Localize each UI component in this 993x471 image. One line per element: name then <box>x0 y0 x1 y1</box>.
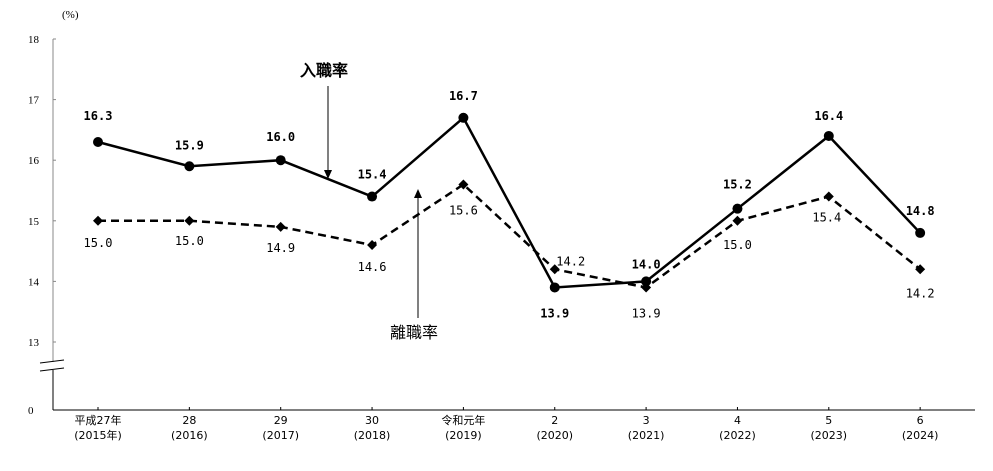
data-point-separation-rate <box>641 282 652 293</box>
x-tick-label: 29 <box>274 414 288 427</box>
data-point-entry-rate <box>641 276 652 287</box>
data-label: 15.4 <box>358 168 387 182</box>
data-label: 16.4 <box>814 109 843 123</box>
data-label: 14.0 <box>632 257 661 271</box>
data-label: 15.0 <box>175 234 204 248</box>
data-point-entry-rate <box>549 282 560 293</box>
data-point-entry-rate <box>915 227 926 238</box>
x-tick-label: 30 <box>365 414 379 427</box>
data-label: 15.2 <box>723 178 752 192</box>
data-label: 15.4 <box>812 211 841 225</box>
annotation-arrowhead-separation <box>414 189 422 198</box>
data-point-entry-rate <box>184 161 195 172</box>
x-tick-label: 6 <box>917 414 924 427</box>
x-tick-label: (2022) <box>719 429 756 442</box>
x-tick-label: 5 <box>825 414 832 427</box>
data-label: 14.9 <box>266 241 295 255</box>
data-point-separation-rate <box>823 191 834 202</box>
y-tick-label: 15 <box>28 216 40 228</box>
data-point-entry-rate <box>732 203 743 214</box>
axis-break-mark <box>39 367 65 372</box>
y-tick-label: 17 <box>28 95 40 107</box>
data-point-separation-rate <box>367 240 378 251</box>
axis-break-mark <box>39 359 65 364</box>
data-point-entry-rate <box>275 155 286 166</box>
data-label: 13.9 <box>632 306 661 320</box>
x-tick-label: 令和元年 <box>441 413 485 427</box>
data-label: 16.0 <box>266 130 295 144</box>
x-tick-label: 4 <box>734 414 741 427</box>
annotation-arrowhead-entry <box>324 170 332 179</box>
data-label: 13.9 <box>540 306 569 320</box>
data-label: 16.7 <box>449 89 478 103</box>
data-label: 15.0 <box>84 236 113 250</box>
x-tick-label: (2024) <box>902 429 939 442</box>
annotation-entry-rate: 入職率 <box>300 61 348 80</box>
data-point-separation-rate <box>184 215 195 226</box>
data-label: 14.8 <box>906 204 935 218</box>
data-point-entry-rate <box>93 137 103 148</box>
x-tick-label: 2 <box>551 414 558 427</box>
x-tick-label: (2018) <box>354 429 391 442</box>
x-tick-label: (2023) <box>811 429 848 442</box>
y-tick-label: 14 <box>28 276 40 288</box>
data-point-separation-rate <box>915 264 926 275</box>
x-tick-label: (2017) <box>262 429 299 442</box>
x-tick-label: 28 <box>182 414 196 427</box>
series-line-entry-rate <box>97 115 922 289</box>
data-point-entry-rate <box>367 191 378 202</box>
data-label: 15.6 <box>449 203 478 217</box>
x-tick-label: (2019) <box>445 429 482 442</box>
y-tick-label: 18 <box>28 34 40 46</box>
data-point-separation-rate <box>458 179 469 190</box>
data-point-entry-rate <box>823 130 834 141</box>
data-point-separation-rate <box>549 264 560 275</box>
y-tick-label: 16 <box>28 155 40 167</box>
data-point-separation-rate <box>732 215 743 226</box>
data-label: 15.9 <box>175 138 204 152</box>
data-label: 14.2 <box>906 286 935 300</box>
x-tick-label: (2021) <box>628 429 665 442</box>
y-tick-label: 13 <box>28 337 40 349</box>
x-tick-label: 平成27年 <box>75 413 122 427</box>
x-tick-label: (2015年) <box>74 428 122 442</box>
annotation-separation-rate: 離職率 <box>390 323 438 342</box>
data-label: 15.0 <box>723 238 752 252</box>
unit-label: (%) <box>62 9 79 21</box>
data-point-entry-rate <box>458 112 469 123</box>
data-point-separation-rate <box>275 221 286 232</box>
data-label: 14.2 <box>556 254 585 268</box>
x-tick-label: (2020) <box>536 429 573 442</box>
y-tick-label: 0 <box>28 405 34 417</box>
series-line-separation-rate <box>98 182 921 289</box>
x-tick-label: (2016) <box>171 429 208 442</box>
data-point-separation-rate <box>93 215 103 226</box>
data-label: 16.3 <box>84 109 113 123</box>
data-label: 14.6 <box>358 260 387 274</box>
x-tick-label: 3 <box>643 414 650 427</box>
